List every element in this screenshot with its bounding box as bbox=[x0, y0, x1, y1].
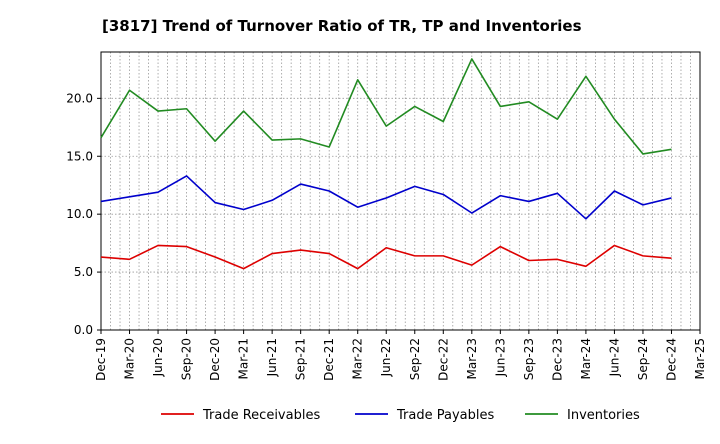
legend-label: Trade Receivables bbox=[202, 408, 320, 423]
series-line-inventories bbox=[100, 58, 672, 155]
x-tick-label: Jun-23 bbox=[493, 338, 507, 377]
y-tick-label: 10.0 bbox=[66, 207, 93, 221]
y-tick-label: 5.0 bbox=[74, 265, 93, 279]
x-tick-label: Jun-20 bbox=[151, 338, 165, 377]
x-tick-label: Sep-22 bbox=[408, 338, 422, 380]
x-tick-label: Mar-23 bbox=[465, 338, 479, 379]
x-tick-label: Jun-24 bbox=[607, 338, 621, 377]
x-tick-label: Sep-24 bbox=[636, 338, 650, 380]
x-tick-label: Dec-19 bbox=[94, 338, 108, 381]
x-tick-label: Dec-24 bbox=[664, 338, 678, 381]
chart-title: [3817] Trend of Turnover Ratio of TR, TP… bbox=[102, 17, 582, 35]
series-line-trade-payables bbox=[100, 175, 672, 220]
legend: Trade Receivables Trade Payables Inventori… bbox=[161, 408, 640, 423]
x-tick-label: Sep-23 bbox=[522, 338, 536, 380]
y-tick-label: 20.0 bbox=[66, 91, 93, 105]
legend-label: Trade Payables bbox=[396, 408, 494, 423]
x-tick-label: Sep-20 bbox=[180, 338, 194, 380]
legend-label: Inventories bbox=[567, 408, 640, 423]
x-tick-label: Dec-22 bbox=[436, 338, 450, 381]
x-tick-label: Dec-21 bbox=[322, 338, 336, 381]
x-tick-label: Mar-20 bbox=[123, 338, 137, 379]
x-tick-label: Mar-22 bbox=[351, 338, 365, 379]
y-tick-label: 15.0 bbox=[66, 149, 93, 163]
x-tick-label: Mar-25 bbox=[693, 338, 707, 379]
y-tick-label: 0.0 bbox=[74, 323, 93, 337]
series-lines bbox=[100, 58, 672, 270]
x-tick-label: Jun-21 bbox=[265, 338, 279, 377]
x-tick-label: Dec-23 bbox=[550, 338, 564, 381]
x-tick-label: Mar-21 bbox=[237, 338, 251, 379]
x-tick-label: Sep-21 bbox=[294, 338, 308, 380]
x-tick-label: Mar-24 bbox=[579, 338, 593, 379]
plot-frame bbox=[100, 51, 701, 331]
x-tick-label: Dec-20 bbox=[208, 338, 222, 381]
grid-lines bbox=[100, 52, 701, 330]
x-tick-label: Jun-22 bbox=[379, 338, 393, 377]
series-line-trade-receivables bbox=[100, 244, 672, 270]
axes: 0.0 5.0 10.0 15.0 20.0 Dec-19 Mar-20 Jun-20 Sep-… bbox=[66, 51, 707, 381]
